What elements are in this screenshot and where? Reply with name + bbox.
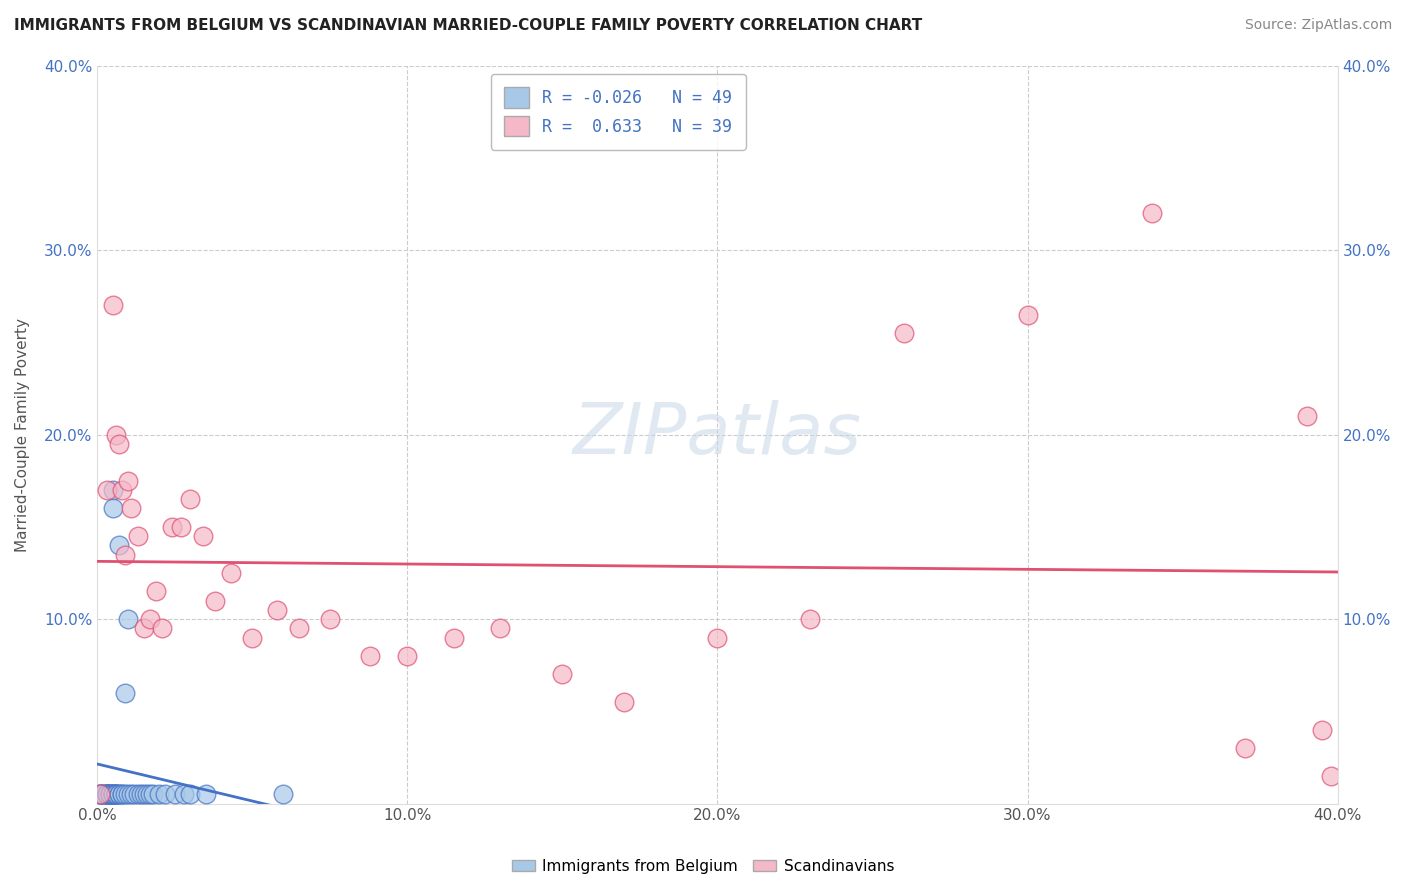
- Point: [89, 788, 111, 802]
- Point: [89, 788, 111, 802]
- Point: [1295, 409, 1317, 424]
- Point: [129, 788, 152, 802]
- Point: [160, 520, 183, 534]
- Point: [179, 788, 201, 802]
- Point: [1017, 308, 1039, 322]
- Point: [101, 788, 124, 802]
- Point: [127, 529, 149, 543]
- Point: [114, 686, 136, 700]
- Point: [101, 483, 124, 497]
- Point: [219, 566, 242, 580]
- Point: [124, 788, 146, 802]
- Point: [108, 788, 131, 802]
- Point: [150, 621, 173, 635]
- Point: [101, 788, 124, 802]
- Point: [170, 520, 193, 534]
- Point: [191, 529, 214, 543]
- Point: [96, 483, 118, 497]
- Text: Source: ZipAtlas.com: Source: ZipAtlas.com: [1244, 18, 1392, 32]
- Point: [98, 788, 121, 802]
- Point: [155, 788, 177, 802]
- Point: [98, 788, 121, 802]
- Point: [96, 788, 118, 802]
- Point: [93, 788, 115, 802]
- Legend: Immigrants from Belgium, Scandinavians: Immigrants from Belgium, Scandinavians: [506, 853, 900, 880]
- Point: [1320, 769, 1343, 783]
- Point: [271, 788, 294, 802]
- Point: [96, 788, 118, 802]
- Point: [132, 621, 155, 635]
- Point: [706, 631, 728, 645]
- Point: [266, 603, 288, 617]
- Point: [132, 788, 155, 802]
- Point: [108, 437, 131, 451]
- Point: [114, 788, 136, 802]
- Point: [551, 667, 574, 681]
- Point: [120, 501, 142, 516]
- Point: [117, 788, 139, 802]
- Point: [288, 621, 311, 635]
- Y-axis label: Married-Couple Family Poverty: Married-Couple Family Poverty: [15, 318, 30, 551]
- Point: [89, 788, 111, 802]
- Point: [98, 788, 121, 802]
- Point: [799, 612, 821, 626]
- Point: [139, 612, 162, 626]
- Point: [319, 612, 342, 626]
- Point: [148, 788, 170, 802]
- Point: [96, 788, 118, 802]
- Point: [179, 492, 201, 507]
- Point: [194, 788, 217, 802]
- Point: [117, 474, 139, 488]
- Point: [139, 788, 162, 802]
- Point: [613, 695, 636, 709]
- Point: [89, 788, 111, 802]
- Point: [108, 788, 131, 802]
- Point: [1310, 723, 1333, 737]
- Point: [104, 788, 127, 802]
- Point: [443, 631, 465, 645]
- Point: [1140, 206, 1163, 220]
- Point: [101, 298, 124, 312]
- Point: [489, 621, 512, 635]
- Point: [114, 548, 136, 562]
- Point: [108, 538, 131, 552]
- Point: [111, 483, 134, 497]
- Text: IMMIGRANTS FROM BELGIUM VS SCANDINAVIAN MARRIED-COUPLE FAMILY POVERTY CORRELATIO: IMMIGRANTS FROM BELGIUM VS SCANDINAVIAN …: [14, 18, 922, 33]
- Point: [142, 788, 165, 802]
- Point: [101, 788, 124, 802]
- Point: [1233, 741, 1256, 756]
- Point: [173, 788, 195, 802]
- Point: [204, 593, 226, 607]
- Point: [396, 648, 419, 663]
- Point: [96, 788, 118, 802]
- Point: [111, 788, 134, 802]
- Legend: R = -0.026   N = 49, R =  0.633   N = 39: R = -0.026 N = 49, R = 0.633 N = 39: [491, 74, 745, 150]
- Point: [359, 648, 381, 663]
- Point: [96, 788, 118, 802]
- Point: [104, 788, 127, 802]
- Point: [98, 788, 121, 802]
- Point: [93, 788, 115, 802]
- Point: [101, 788, 124, 802]
- Point: [145, 584, 167, 599]
- Point: [104, 427, 127, 442]
- Text: ZIPatlas: ZIPatlas: [572, 401, 862, 469]
- Point: [893, 326, 915, 340]
- Point: [127, 788, 149, 802]
- Point: [101, 501, 124, 516]
- Point: [111, 788, 134, 802]
- Point: [93, 788, 115, 802]
- Point: [240, 631, 263, 645]
- Point: [135, 788, 157, 802]
- Point: [120, 788, 142, 802]
- Point: [104, 788, 127, 802]
- Point: [104, 788, 127, 802]
- Point: [163, 788, 186, 802]
- Point: [117, 612, 139, 626]
